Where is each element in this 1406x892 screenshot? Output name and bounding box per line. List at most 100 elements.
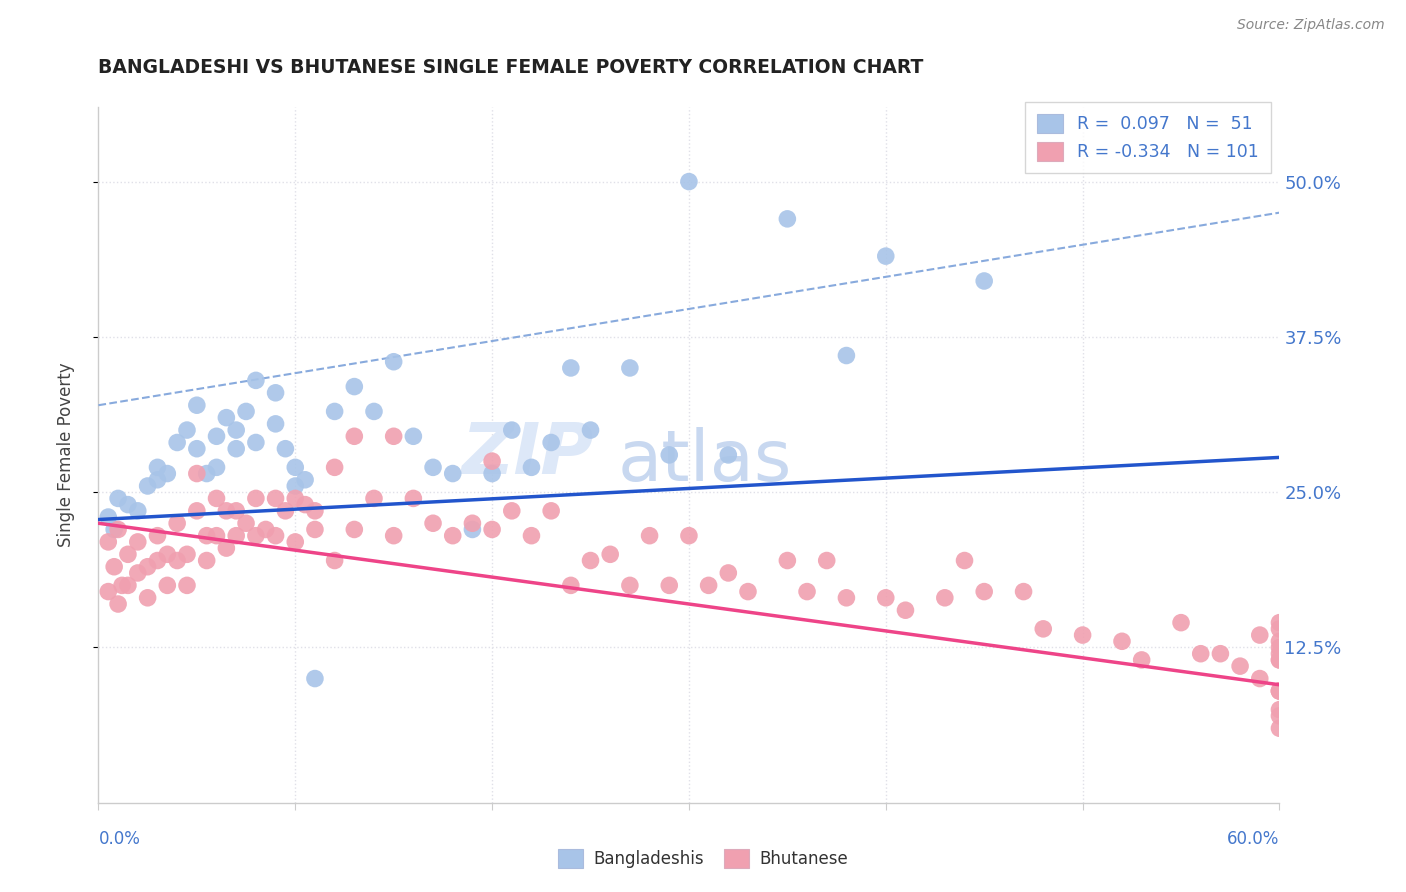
Point [1071,628,1094,642]
Point [156,547,179,561]
Point [835,591,858,605]
Point [717,448,740,462]
Point [284,535,307,549]
Point [1268,653,1291,667]
Legend: R =  0.097   N =  51, R = -0.334   N = 101: R = 0.097 N = 51, R = -0.334 N = 101 [1025,102,1271,173]
Point [619,361,641,376]
Point [599,547,621,561]
Point [136,591,159,605]
Point [146,553,169,567]
Point [195,467,218,481]
Point [501,504,523,518]
Point [166,516,188,531]
Point [304,504,326,518]
Point [1229,659,1251,673]
Point [245,435,267,450]
Point [284,479,307,493]
Point [461,523,484,537]
Point [1268,640,1291,655]
Point [195,529,218,543]
Point [225,504,247,518]
Point [481,454,503,468]
Point [441,467,464,481]
Point [343,429,366,443]
Point [776,211,799,226]
Point [973,584,995,599]
Point [136,479,159,493]
Point [658,578,681,592]
Point [323,553,346,567]
Point [127,535,149,549]
Point [363,404,385,418]
Point [520,529,543,543]
Point [422,516,444,531]
Text: BANGLADESHI VS BHUTANESE SINGLE FEMALE POVERTY CORRELATION CHART: BANGLADESHI VS BHUTANESE SINGLE FEMALE P… [98,58,924,77]
Point [146,529,169,543]
Point [304,672,326,686]
Point [560,361,582,376]
Point [264,385,287,400]
Point [461,516,484,531]
Point [176,578,198,592]
Text: ZIP: ZIP [463,420,595,490]
Point [111,578,134,592]
Point [1268,634,1291,648]
Point [235,404,257,418]
Point [343,523,366,537]
Point [540,504,562,518]
Point [176,547,198,561]
Legend: Bangladeshis, Bhutanese: Bangladeshis, Bhutanese [551,843,855,875]
Point [107,597,129,611]
Point [274,504,297,518]
Point [638,529,661,543]
Point [166,553,188,567]
Point [579,423,602,437]
Point [481,467,503,481]
Point [1268,653,1291,667]
Point [274,442,297,456]
Point [402,491,425,506]
Point [1130,653,1153,667]
Point [107,491,129,506]
Point [1268,684,1291,698]
Point [796,584,818,599]
Point [875,591,897,605]
Point [264,491,287,506]
Point [264,529,287,543]
Text: Source: ZipAtlas.com: Source: ZipAtlas.com [1237,18,1385,32]
Point [284,491,307,506]
Point [156,467,179,481]
Point [166,435,188,450]
Point [619,578,641,592]
Point [323,404,346,418]
Point [815,553,838,567]
Point [176,423,198,437]
Point [107,523,129,537]
Y-axis label: Single Female Poverty: Single Female Poverty [56,363,75,547]
Point [97,535,120,549]
Point [1111,634,1133,648]
Point [117,498,139,512]
Point [1268,684,1291,698]
Point [1268,708,1291,723]
Point [294,473,316,487]
Point [441,529,464,543]
Point [127,504,149,518]
Point [225,442,247,456]
Point [205,491,228,506]
Point [973,274,995,288]
Point [697,578,720,592]
Point [215,541,238,555]
Point [481,523,503,537]
Point [205,429,228,443]
Point [245,529,267,543]
Point [195,553,218,567]
Point [225,423,247,437]
Point [658,448,681,462]
Point [678,529,700,543]
Point [501,423,523,437]
Point [363,491,385,506]
Point [520,460,543,475]
Point [934,591,956,605]
Point [1268,684,1291,698]
